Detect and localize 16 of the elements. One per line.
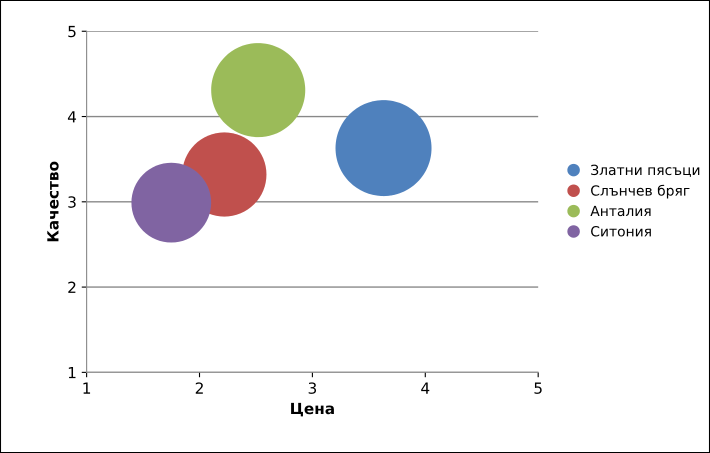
y-tick-label: 5 bbox=[68, 26, 76, 38]
y-tick-label: 4 bbox=[68, 111, 76, 122]
x-tick-label: 1 bbox=[83, 382, 90, 394]
legend-label: Слънчев бряг bbox=[591, 184, 690, 198]
y-axis-title: Качество bbox=[47, 162, 59, 242]
y-tick-label: 2 bbox=[68, 282, 76, 293]
x-tick-label: 5 bbox=[534, 382, 542, 394]
legend-label: Ситония bbox=[591, 226, 651, 237]
x-tick-label: 4 bbox=[421, 382, 430, 394]
y-tick-label: 3 bbox=[68, 196, 76, 208]
x-tick-label: 2 bbox=[196, 382, 203, 394]
x-axis-title: Цена bbox=[291, 402, 334, 416]
x-tick-label: 3 bbox=[308, 382, 316, 394]
y-tick-label: 1 bbox=[68, 367, 76, 378]
legend-label: Златни пясъци bbox=[591, 164, 700, 177]
legend-label: Анталия bbox=[590, 206, 651, 216]
